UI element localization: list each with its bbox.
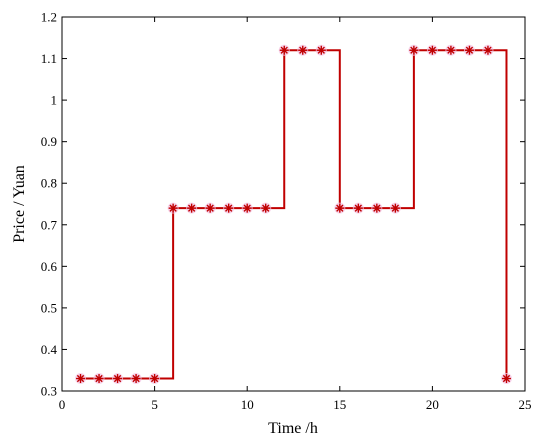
y-tick-label: 1.1 [41, 51, 57, 66]
data-point-marker [204, 202, 216, 214]
data-point-marker [482, 44, 494, 56]
y-tick-label: 1 [51, 93, 58, 108]
y-tick-label: 0.4 [41, 342, 58, 357]
data-point-marker [334, 202, 346, 214]
data-point-marker [223, 202, 235, 214]
data-point-marker [297, 44, 309, 56]
x-tick-label: 10 [241, 397, 254, 412]
data-point-marker [500, 373, 512, 385]
y-axis-label: Price / Yuan [11, 165, 28, 243]
data-point-marker [352, 202, 364, 214]
data-point-marker [445, 44, 457, 56]
y-tick-label: 0.8 [41, 176, 57, 191]
data-point-marker [389, 202, 401, 214]
x-tick-label: 15 [333, 397, 346, 412]
data-point-marker [149, 373, 161, 385]
data-point-marker [408, 44, 420, 56]
data-point-marker [130, 373, 142, 385]
data-point-marker [186, 202, 198, 214]
series-layer [75, 44, 512, 385]
x-tick-label: 0 [59, 397, 66, 412]
data-point-marker [315, 44, 327, 56]
y-tick-label: 1.2 [41, 10, 57, 25]
plot-area [62, 17, 525, 391]
data-point-marker [463, 44, 475, 56]
data-point-marker [260, 202, 272, 214]
y-tick-label: 0.5 [41, 300, 57, 315]
x-tick-label: 20 [426, 397, 439, 412]
x-tick-label: 25 [519, 397, 532, 412]
x-axis: 0 5 10 15 20 25 [59, 17, 532, 412]
y-tick-label: 0.6 [41, 259, 58, 274]
x-tick-label: 5 [151, 397, 158, 412]
y-tick-label: 0.3 [41, 384, 57, 399]
x-axis-label: Time /h [268, 420, 318, 437]
data-point-marker [426, 44, 438, 56]
y-axis: 0.3 0.4 0.5 0.6 0.7 0.8 0.9 1 1.1 1.2 [41, 10, 525, 399]
data-point-marker [371, 202, 383, 214]
data-point-marker [75, 373, 87, 385]
plot-frame [61, 16, 526, 392]
y-tick-label: 0.9 [41, 134, 57, 149]
y-tick-label: 0.7 [41, 217, 58, 232]
data-point-marker [167, 202, 179, 214]
data-point-marker [241, 202, 253, 214]
data-point-marker [112, 373, 124, 385]
data-point-marker [93, 373, 105, 385]
data-point-marker [278, 44, 290, 56]
